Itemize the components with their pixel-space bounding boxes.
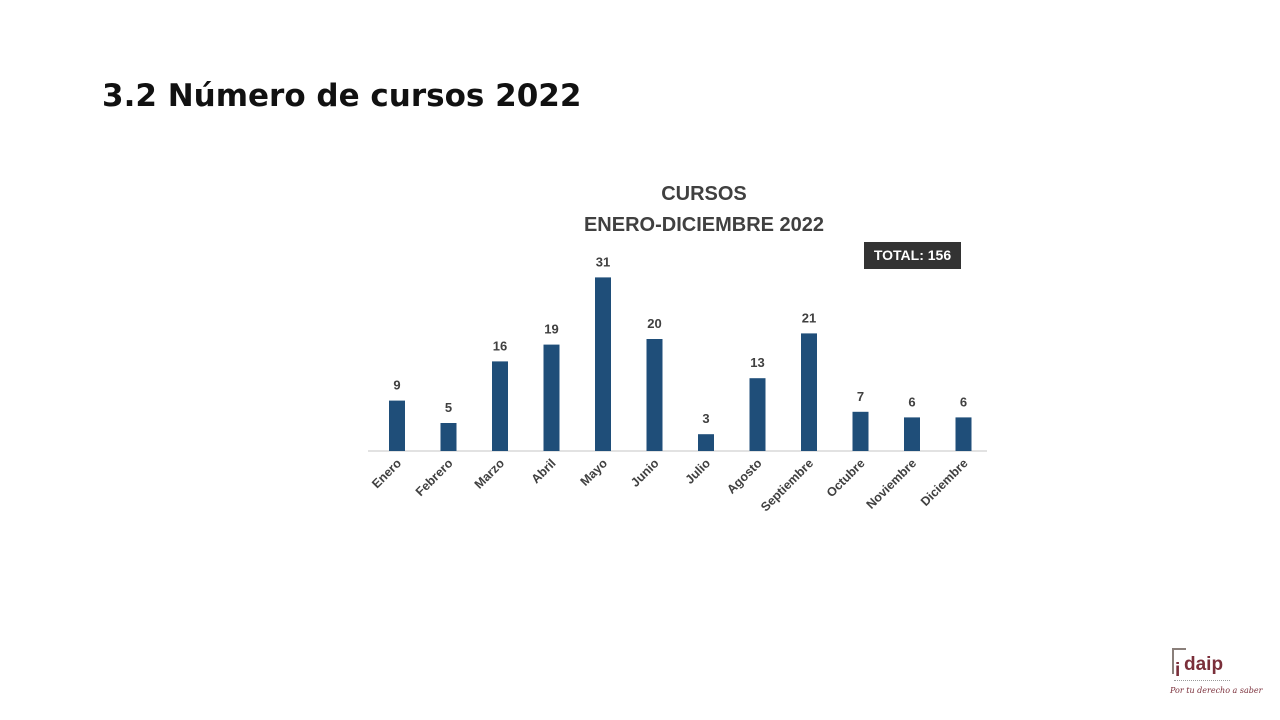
tick-label-diciembre: Diciembre — [918, 456, 971, 509]
logo-frame-icon — [1172, 648, 1186, 674]
bar-junio — [646, 339, 663, 451]
logo-text: daip — [1184, 654, 1224, 675]
page-title: 3.2 Número de cursos 2022 — [102, 78, 582, 114]
chart-title-line2: ENERO-DICIEMBRE 2022 — [584, 214, 824, 236]
bar-febrero — [440, 423, 457, 451]
total-badge: TOTAL: 156 — [864, 242, 961, 269]
bar-agosto — [749, 378, 766, 451]
data-label-noviembre: 6 — [908, 394, 915, 409]
data-label-mayo: 31 — [596, 254, 610, 269]
bar-marzo — [492, 361, 508, 451]
data-label-febrero: 5 — [445, 400, 452, 415]
tick-label-agosto: Agosto — [724, 456, 765, 497]
tick-label-febrero: Febrero — [413, 456, 456, 499]
data-label-diciembre: 6 — [960, 394, 967, 409]
bar-octubre — [852, 411, 869, 451]
data-label-septiembre: 21 — [802, 310, 816, 325]
bar-julio — [698, 434, 714, 451]
tick-label-marzo: Marzo — [472, 456, 508, 492]
chart-title-line1: CURSOS — [661, 183, 747, 205]
logo-slogan: Por tu derecho a saber — [1170, 686, 1263, 695]
data-label-julio: 3 — [702, 411, 709, 426]
logo-divider — [1174, 680, 1230, 686]
data-label-abril: 19 — [544, 322, 558, 337]
bar-septiembre — [801, 333, 817, 451]
bar-noviembre — [904, 417, 920, 451]
logo-initial: i — [1175, 660, 1181, 681]
tick-label-septiembre: Septiembre — [758, 456, 816, 514]
tick-label-junio: Junio — [628, 456, 662, 490]
bar-mayo — [595, 277, 611, 451]
idaip-logo: i daip Por tu derecho a saber — [1170, 646, 1262, 702]
tick-label-enero: Enero — [369, 456, 404, 491]
tick-label-abril: Abril — [529, 456, 559, 486]
bar-abril — [543, 344, 560, 451]
bar-series: 9 Enero 5 Febrero 16 Marzo 19 Abril 31 Mayo 20 Juni… — [369, 254, 972, 514]
data-label-marzo: 16 — [493, 338, 507, 353]
bar-diciembre — [955, 417, 972, 451]
bar-enero — [389, 400, 405, 451]
data-label-enero: 9 — [393, 378, 400, 393]
tick-label-julio: Julio — [683, 456, 714, 487]
tick-label-octubre: Octubre — [824, 456, 868, 500]
data-label-octubre: 7 — [857, 389, 864, 404]
tick-label-mayo: Mayo — [578, 456, 611, 489]
data-label-agosto: 13 — [750, 355, 764, 370]
data-label-junio: 20 — [647, 316, 661, 331]
tick-label-noviembre: Noviembre — [864, 456, 920, 512]
